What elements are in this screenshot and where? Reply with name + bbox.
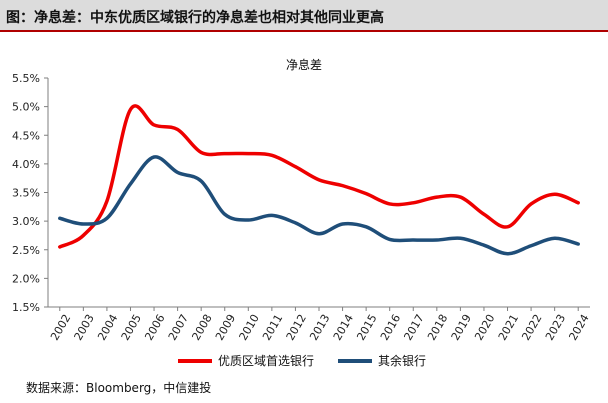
- x-tick-label: 2010: [237, 312, 262, 343]
- y-tick-label: 1.5%: [12, 301, 40, 314]
- y-axis-ticks: 1.5% 2.0% 2.5% 3.0% 3.5% 4.0% 4.5% 5.0% 5.5%: [12, 72, 48, 314]
- series-line-1: [58, 104, 580, 249]
- x-tick-label: 2023: [543, 312, 568, 343]
- x-tick-label: 2004: [95, 312, 120, 343]
- x-tick-label: 2014: [331, 312, 356, 343]
- y-tick-label: 4.5%: [12, 129, 40, 142]
- y-tick-label: 2.5%: [12, 244, 40, 257]
- x-axis-ticks: 2002200320042005200620072008200920102011…: [48, 307, 592, 343]
- y-tick-label: 4.0%: [12, 158, 40, 171]
- figure-header: 图：净息差：中东优质区域银行的净息差也相对其他同业更高: [0, 0, 608, 30]
- x-tick-label: 2018: [425, 312, 450, 343]
- legend-swatch-series-2: [338, 358, 372, 363]
- series-line-2: [58, 155, 580, 256]
- header-rule: [0, 30, 608, 32]
- legend: 优质区域首选银行 其余银行: [0, 352, 608, 372]
- legend-item-series-1: 优质区域首选银行: [178, 352, 314, 369]
- x-tick-label: 2009: [213, 312, 238, 343]
- x-tick-label: 2021: [496, 312, 521, 343]
- legend-label-series-2: 其余银行: [378, 354, 427, 368]
- x-tick-label: 2012: [284, 312, 309, 343]
- y-tick-label: 5.0%: [12, 101, 40, 114]
- x-tick-label: 2013: [307, 312, 332, 343]
- x-tick-label: 2008: [189, 312, 214, 343]
- y-tick-label: 3.0%: [12, 215, 40, 228]
- legend-item-series-2: 其余银行: [338, 352, 426, 369]
- x-tick-label: 2017: [402, 312, 427, 343]
- chart-title: 净息差: [285, 58, 322, 72]
- x-tick-label: 2002: [48, 312, 73, 343]
- y-tick-label: 5.5%: [12, 72, 40, 85]
- x-tick-label: 2022: [519, 312, 544, 343]
- y-tick-label: 2.0%: [12, 272, 40, 285]
- source-note: 数据来源：Bloomberg，中信建投: [26, 381, 212, 395]
- legend-swatch-series-1: [178, 358, 212, 363]
- x-tick-label: 2015: [354, 312, 379, 343]
- series-lines: [58, 104, 580, 256]
- x-tick-label: 2019: [449, 312, 474, 343]
- x-tick-label: 2006: [142, 312, 167, 343]
- legend-label-series-1: 优质区域首选银行: [218, 354, 315, 368]
- x-tick-label: 2016: [378, 312, 403, 343]
- x-tick-label: 2005: [119, 312, 144, 343]
- x-tick-label: 2003: [72, 312, 97, 343]
- figure-title: 图：净息差：中东优质区域银行的净息差也相对其他同业更高: [6, 10, 384, 26]
- y-tick-label: 3.5%: [12, 187, 40, 200]
- x-tick-label: 2024: [566, 312, 591, 343]
- x-tick-label: 2007: [166, 312, 191, 343]
- x-tick-label: 2011: [260, 312, 285, 343]
- x-tick-label: 2020: [472, 312, 497, 343]
